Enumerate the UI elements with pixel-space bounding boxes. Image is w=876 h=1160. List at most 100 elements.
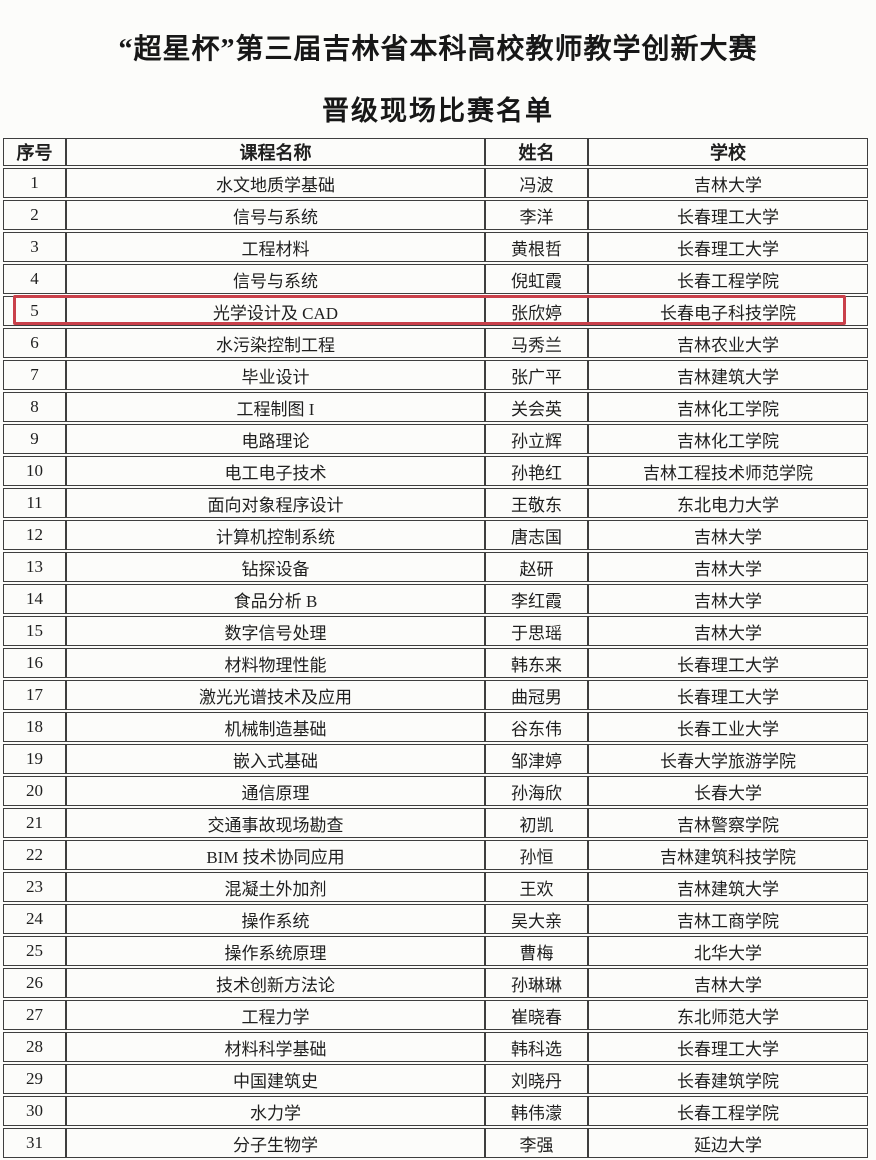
school-cell: 长春理工大学 bbox=[588, 648, 868, 678]
row-number-cell: 20 bbox=[3, 776, 66, 806]
school-cell: 吉林大学 bbox=[588, 168, 868, 198]
row-number-cell: 22 bbox=[3, 840, 66, 870]
name-cell: 孙海欣 bbox=[485, 776, 588, 806]
name-cell: 唐志国 bbox=[485, 520, 588, 550]
row-number-cell: 4 bbox=[3, 264, 66, 294]
table-row: 5 光学设计及 CAD 张欣婷 长春电子科技学院 bbox=[3, 296, 868, 326]
row-number-cell: 12 bbox=[3, 520, 66, 550]
table-row: 4 信号与系统 倪虹霞 长春工程学院 bbox=[3, 264, 868, 294]
table-row: 9 电路理论 孙立辉 吉林化工学院 bbox=[3, 424, 868, 454]
table-row: 29 中国建筑史 刘晓丹 长春建筑学院 bbox=[3, 1064, 868, 1094]
row-number-cell: 31 bbox=[3, 1128, 66, 1158]
table-row: 21 交通事故现场勘查 初凯 吉林警察学院 bbox=[3, 808, 868, 838]
table-row: 18 机械制造基础 谷东伟 长春工业大学 bbox=[3, 712, 868, 742]
course-cell: 光学设计及 CAD bbox=[66, 296, 485, 326]
name-cell: 谷东伟 bbox=[485, 712, 588, 742]
table-row: 30 水力学 韩伟濛 长春工程学院 bbox=[3, 1096, 868, 1126]
name-cell: 孙立辉 bbox=[485, 424, 588, 454]
name-cell: 于思瑶 bbox=[485, 616, 588, 646]
school-cell: 长春工业大学 bbox=[588, 712, 868, 742]
name-cell: 崔晓春 bbox=[485, 1000, 588, 1030]
school-cell: 吉林建筑大学 bbox=[588, 872, 868, 902]
course-cell: 混凝土外加剂 bbox=[66, 872, 485, 902]
header-serial-number: 序号 bbox=[3, 138, 66, 166]
row-number-cell: 15 bbox=[3, 616, 66, 646]
school-cell: 东北电力大学 bbox=[588, 488, 868, 518]
row-number-cell: 24 bbox=[3, 904, 66, 934]
course-cell: 信号与系统 bbox=[66, 264, 485, 294]
name-cell: 孙艳红 bbox=[485, 456, 588, 486]
name-cell: 倪虹霞 bbox=[485, 264, 588, 294]
school-cell: 吉林大学 bbox=[588, 616, 868, 646]
table-row: 27 工程力学 崔晓春 东北师范大学 bbox=[3, 1000, 868, 1030]
name-cell: 曹梅 bbox=[485, 936, 588, 966]
school-cell: 吉林化工学院 bbox=[588, 424, 868, 454]
name-cell: 李洋 bbox=[485, 200, 588, 230]
header-course-name: 课程名称 bbox=[66, 138, 485, 166]
course-cell: 电工电子技术 bbox=[66, 456, 485, 486]
row-number-cell: 9 bbox=[3, 424, 66, 454]
course-cell: 工程制图 I bbox=[66, 392, 485, 422]
advancement-list-table: 序号 课程名称 姓名 学校 1 水文地质学基础 冯波 吉林大学 2 信号与系统 … bbox=[3, 136, 868, 1160]
course-cell: 工程材料 bbox=[66, 232, 485, 262]
table-row: 8 工程制图 I 关会英 吉林化工学院 bbox=[3, 392, 868, 422]
name-cell: 王欢 bbox=[485, 872, 588, 902]
row-number-cell: 18 bbox=[3, 712, 66, 742]
school-cell: 吉林大学 bbox=[588, 968, 868, 998]
name-cell: 张广平 bbox=[485, 360, 588, 390]
course-cell: 材料物理性能 bbox=[66, 648, 485, 678]
school-cell: 长春大学 bbox=[588, 776, 868, 806]
table-header-row: 序号 课程名称 姓名 学校 bbox=[3, 138, 868, 166]
name-cell: 李红霞 bbox=[485, 584, 588, 614]
school-cell: 吉林大学 bbox=[588, 584, 868, 614]
name-cell: 吴大亲 bbox=[485, 904, 588, 934]
school-cell: 长春建筑学院 bbox=[588, 1064, 868, 1094]
row-number-cell: 23 bbox=[3, 872, 66, 902]
school-cell: 吉林化工学院 bbox=[588, 392, 868, 422]
course-cell: 水文地质学基础 bbox=[66, 168, 485, 198]
name-cell: 黄根哲 bbox=[485, 232, 588, 262]
row-number-cell: 6 bbox=[3, 328, 66, 358]
table-row: 28 材料科学基础 韩科选 长春理工大学 bbox=[3, 1032, 868, 1062]
course-cell: 通信原理 bbox=[66, 776, 485, 806]
name-cell: 冯波 bbox=[485, 168, 588, 198]
table-row: 13 钻探设备 赵研 吉林大学 bbox=[3, 552, 868, 582]
course-cell: 激光光谱技术及应用 bbox=[66, 680, 485, 710]
school-cell: 吉林大学 bbox=[588, 520, 868, 550]
school-cell: 吉林工程技术师范学院 bbox=[588, 456, 868, 486]
course-cell: 食品分析 B bbox=[66, 584, 485, 614]
course-cell: 机械制造基础 bbox=[66, 712, 485, 742]
school-cell: 长春理工大学 bbox=[588, 232, 868, 262]
course-cell: 电路理论 bbox=[66, 424, 485, 454]
name-cell: 赵研 bbox=[485, 552, 588, 582]
school-cell: 长春理工大学 bbox=[588, 1032, 868, 1062]
row-number-cell: 28 bbox=[3, 1032, 66, 1062]
row-number-cell: 26 bbox=[3, 968, 66, 998]
course-cell: 面向对象程序设计 bbox=[66, 488, 485, 518]
course-cell: 交通事故现场勘查 bbox=[66, 808, 485, 838]
name-cell: 孙恒 bbox=[485, 840, 588, 870]
row-number-cell: 10 bbox=[3, 456, 66, 486]
school-cell: 吉林建筑科技学院 bbox=[588, 840, 868, 870]
row-number-cell: 1 bbox=[3, 168, 66, 198]
name-cell: 韩东来 bbox=[485, 648, 588, 678]
name-cell: 韩伟濛 bbox=[485, 1096, 588, 1126]
row-number-cell: 21 bbox=[3, 808, 66, 838]
row-number-cell: 3 bbox=[3, 232, 66, 262]
name-cell: 关会英 bbox=[485, 392, 588, 422]
table-row: 25 操作系统原理 曹梅 北华大学 bbox=[3, 936, 868, 966]
row-number-cell: 19 bbox=[3, 744, 66, 774]
course-cell: 操作系统原理 bbox=[66, 936, 485, 966]
table-row: 2 信号与系统 李洋 长春理工大学 bbox=[3, 200, 868, 230]
school-cell: 长春大学旅游学院 bbox=[588, 744, 868, 774]
course-cell: 数字信号处理 bbox=[66, 616, 485, 646]
row-number-cell: 7 bbox=[3, 360, 66, 390]
row-number-cell: 5 bbox=[3, 296, 66, 326]
table-row: 7 毕业设计 张广平 吉林建筑大学 bbox=[3, 360, 868, 390]
name-cell: 马秀兰 bbox=[485, 328, 588, 358]
table-row: 10 电工电子技术 孙艳红 吉林工程技术师范学院 bbox=[3, 456, 868, 486]
course-cell: 嵌入式基础 bbox=[66, 744, 485, 774]
school-cell: 长春理工大学 bbox=[588, 680, 868, 710]
school-cell: 吉林警察学院 bbox=[588, 808, 868, 838]
table-row: 11 面向对象程序设计 王敬东 东北电力大学 bbox=[3, 488, 868, 518]
